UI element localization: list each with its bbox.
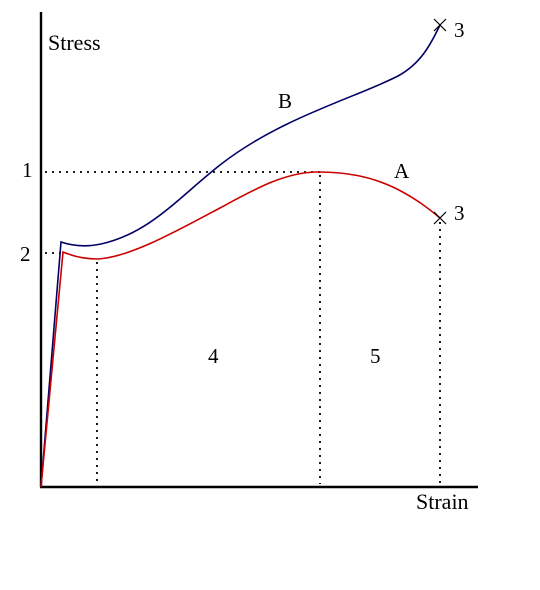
marker-level-2: 2 <box>20 242 31 266</box>
curve-a-label: A <box>394 159 410 183</box>
fracture-marker-b <box>433 18 447 32</box>
marker-fracture-a: 3 <box>454 201 465 225</box>
x-axis-title: Strain <box>416 489 469 514</box>
marker-fracture-b: 3 <box>454 18 465 42</box>
y-axis-title: Stress <box>48 30 101 55</box>
marker-level-1: 1 <box>22 158 33 182</box>
guide-lines <box>45 171 441 484</box>
fracture-marker-a <box>433 211 447 225</box>
marker-region-5: 5 <box>370 344 381 368</box>
curve-a <box>40 171 441 488</box>
curve-b <box>40 24 441 488</box>
marker-region-4: 4 <box>208 344 219 368</box>
curve-b-label: B <box>278 89 292 113</box>
